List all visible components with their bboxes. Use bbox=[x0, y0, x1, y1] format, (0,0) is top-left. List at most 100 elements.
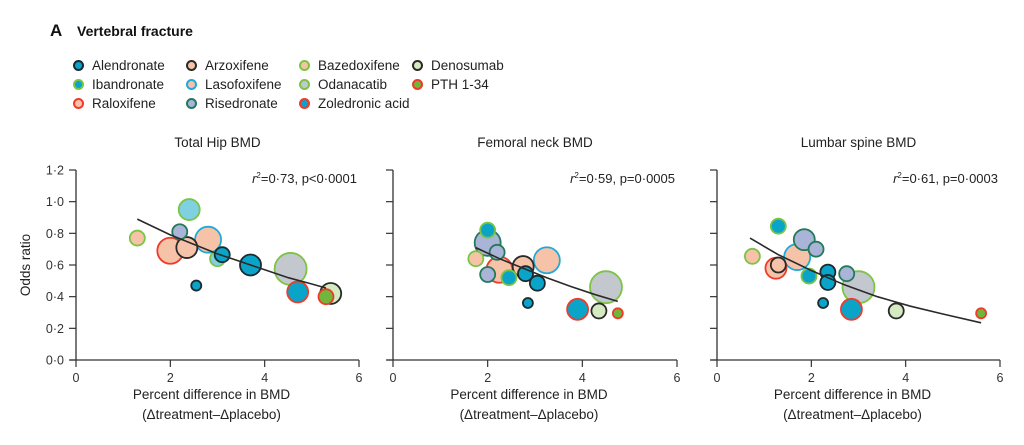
data-point bbox=[840, 297, 863, 321]
stat-text: =0·59, p=0·0005 bbox=[579, 171, 675, 186]
data-point bbox=[479, 266, 497, 283]
data-point bbox=[194, 225, 222, 254]
data-point bbox=[175, 236, 199, 259]
y-tick-label: 0·2 bbox=[46, 322, 64, 336]
stat-annotation: r2=0·59, p=0·0005 bbox=[570, 171, 675, 186]
x-tick-label: 2 bbox=[484, 371, 491, 385]
chart-panel-2: Femoral neck BMD 0 2 4 6 Percent difference i… bbox=[386, 135, 681, 422]
legend-item: Odanacatib bbox=[299, 77, 387, 92]
data-point bbox=[317, 288, 335, 306]
data-point bbox=[743, 247, 761, 265]
x-axis-label-2: (Δtreatment–Δplacebo) bbox=[142, 407, 281, 422]
data-point bbox=[817, 297, 830, 309]
y-tick-label: 0·6 bbox=[46, 259, 64, 273]
x-tick-label: 6 bbox=[997, 371, 1004, 385]
legend-label: Denosumab bbox=[431, 58, 504, 73]
data-point bbox=[467, 250, 485, 268]
y-tick-label: 1·2 bbox=[46, 164, 64, 178]
data-point bbox=[566, 297, 589, 321]
stat-superscript: 2 bbox=[574, 171, 579, 180]
data-point bbox=[532, 246, 561, 275]
data-point bbox=[769, 256, 787, 274]
legend-label: Arzoxifene bbox=[205, 58, 269, 73]
legend-marker-icon bbox=[73, 98, 84, 109]
y-tick-label: 0·4 bbox=[46, 290, 64, 304]
data-point bbox=[500, 269, 518, 287]
panel-letter: A bbox=[50, 21, 63, 40]
data-point bbox=[522, 297, 534, 309]
legend-item: Arzoxifene bbox=[186, 58, 269, 73]
legend-item: Lasofoxifene bbox=[186, 77, 282, 92]
chart-panel-3: Lumbar spine BMD 0 2 4 6 Percent difference i… bbox=[710, 135, 1004, 422]
data-point bbox=[838, 265, 856, 283]
legend-label: Raloxifene bbox=[92, 96, 156, 111]
stat-annotation: r2=0·61, p=0·0003 bbox=[893, 171, 998, 186]
trend-line bbox=[749, 237, 982, 324]
chart-title: Total Hip BMD bbox=[174, 135, 261, 150]
y-tick-label: 1·0 bbox=[46, 195, 64, 209]
x-tick-label: 4 bbox=[579, 371, 586, 385]
stat-superscript: 2 bbox=[897, 171, 902, 180]
data-point bbox=[128, 229, 146, 247]
data-point bbox=[975, 307, 988, 320]
stat-text: =0·61, p=0·0003 bbox=[902, 171, 998, 186]
legend-item: Risedronate bbox=[186, 96, 278, 111]
stat-superscript: 2 bbox=[256, 171, 261, 180]
legend-marker-icon bbox=[186, 98, 197, 109]
x-axis-label-2: (Δtreatment–Δplacebo) bbox=[783, 407, 922, 422]
legend-marker-icon bbox=[299, 60, 310, 71]
panel-heading: Vertebral fracture bbox=[77, 23, 193, 39]
x-tick-label: 4 bbox=[261, 371, 268, 385]
data-point bbox=[190, 279, 203, 292]
legend-item: Bazedoxifene bbox=[299, 58, 400, 73]
data-point bbox=[769, 217, 787, 235]
x-tick-label: 0 bbox=[390, 371, 397, 385]
legend-label: Alendronate bbox=[92, 58, 165, 73]
x-axis-label: Percent difference in BMD bbox=[774, 387, 932, 402]
legend: Alendronate Ibandronate Raloxifene Arzoxife… bbox=[73, 58, 533, 114]
x-axis-label-2: (Δtreatment–Δplacebo) bbox=[460, 407, 599, 422]
data-point bbox=[590, 302, 608, 320]
data-point bbox=[887, 302, 905, 320]
legend-marker-icon bbox=[299, 98, 310, 109]
legend-label: Lasofoxifene bbox=[205, 77, 282, 92]
legend-label: Ibandronate bbox=[92, 77, 165, 92]
y-tick-label: 0·0 bbox=[46, 354, 64, 368]
chart-panel-1: Total Hip BMD 0·0 0·2 0·4 0·6 0·8 1·0 1·2 0 2 4 6 Pe… bbox=[18, 135, 363, 422]
legend-item: Alendronate bbox=[73, 58, 165, 73]
data-point bbox=[611, 307, 624, 320]
legend-item: PTH 1-34 bbox=[412, 77, 489, 92]
legend-item: Ibandronate bbox=[73, 77, 164, 92]
x-tick-label: 0 bbox=[73, 371, 80, 385]
y-tick-label: 0·8 bbox=[46, 227, 64, 241]
trend-line bbox=[475, 246, 619, 303]
legend-label: Risedronate bbox=[205, 96, 278, 111]
stat-r: r bbox=[570, 171, 575, 186]
stat-r: r bbox=[893, 171, 898, 186]
data-point bbox=[807, 240, 825, 258]
legend-marker-icon bbox=[73, 79, 84, 90]
legend-label: Bazedoxifene bbox=[318, 58, 400, 73]
stat-text: =0·73, p<0·0001 bbox=[261, 171, 357, 186]
legend-item: Zoledronic acid bbox=[299, 96, 410, 111]
x-axis-label: Percent difference in BMD bbox=[133, 387, 291, 402]
legend-marker-icon bbox=[186, 79, 197, 90]
x-tick-label: 0 bbox=[714, 371, 721, 385]
chart-title: Lumbar spine BMD bbox=[801, 135, 917, 150]
legend-label: Odanacatib bbox=[318, 77, 388, 92]
data-point bbox=[479, 221, 497, 239]
data-point bbox=[528, 274, 546, 292]
trend-line bbox=[136, 218, 327, 289]
data-point bbox=[286, 280, 310, 304]
legend-marker-icon bbox=[412, 79, 423, 90]
chart-title: Femoral neck BMD bbox=[477, 135, 593, 150]
x-tick-label: 6 bbox=[356, 371, 363, 385]
legend-label: Zoledronic acid bbox=[318, 96, 410, 111]
x-tick-label: 4 bbox=[902, 371, 909, 385]
legend-marker-icon bbox=[299, 79, 310, 90]
legend-marker-icon bbox=[73, 60, 84, 71]
legend-marker-icon bbox=[412, 60, 423, 71]
x-tick-label: 2 bbox=[808, 371, 815, 385]
y-axis-label: Odds ratio bbox=[18, 234, 33, 296]
